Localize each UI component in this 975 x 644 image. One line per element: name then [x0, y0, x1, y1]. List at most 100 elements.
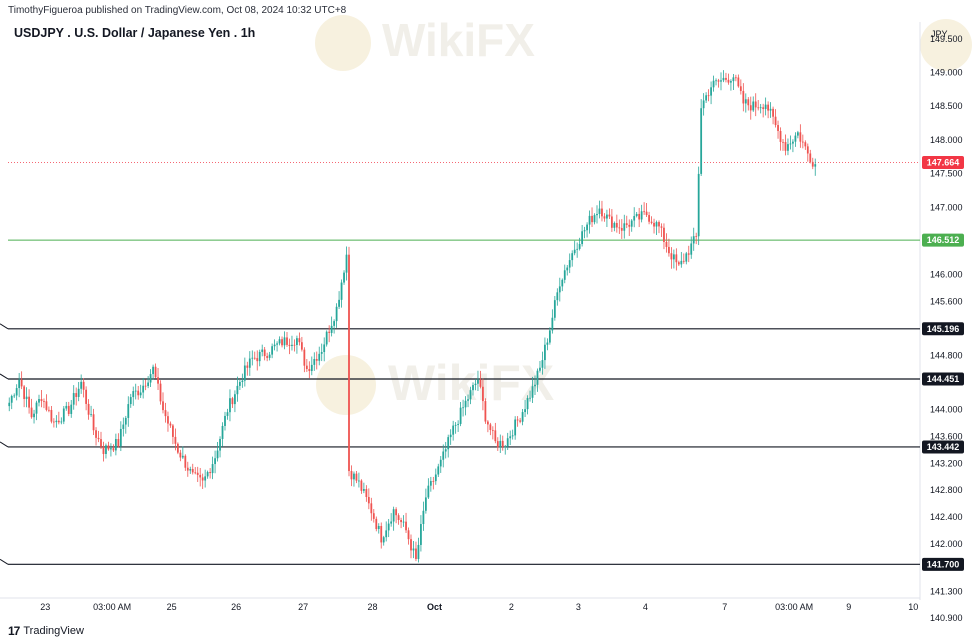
candle-body	[296, 338, 298, 346]
candle-body	[655, 222, 658, 227]
candle-body	[576, 248, 579, 250]
candle-body	[663, 227, 665, 242]
candle-body	[650, 221, 653, 223]
candle-body	[382, 537, 385, 543]
candle-body	[365, 489, 368, 498]
candle-body	[782, 141, 784, 143]
candle-body	[82, 381, 85, 390]
candle-body	[335, 306, 338, 322]
y-tick-label: 143.600	[930, 431, 963, 441]
candle-body	[675, 254, 678, 263]
candle-body	[578, 244, 581, 249]
candle-body	[524, 409, 526, 413]
candle-body	[226, 412, 229, 416]
candle-body	[630, 220, 633, 227]
y-tick-label: 147.000	[930, 202, 963, 212]
candle-body	[38, 399, 40, 403]
candle-body	[13, 395, 16, 397]
candle-body	[643, 211, 646, 213]
candle-body	[119, 428, 122, 447]
candle-body	[439, 459, 442, 467]
candle-body	[231, 398, 234, 405]
candle-body	[345, 254, 348, 273]
chart-title[interactable]: USDJPY . U.S. Dollar / Japanese Yen . 1h	[14, 26, 256, 40]
candle-body	[558, 286, 561, 293]
candle-body	[769, 108, 772, 111]
candle-body	[124, 417, 127, 425]
candle-body	[660, 226, 663, 228]
candle-body	[343, 272, 345, 283]
candle-body	[521, 412, 524, 422]
candle-body	[308, 369, 311, 372]
candle-body	[784, 142, 787, 151]
candle-body	[526, 398, 529, 410]
candle-body	[677, 262, 680, 265]
x-tick-label: 10	[908, 602, 918, 612]
candle-body	[152, 366, 154, 375]
candle-body	[390, 521, 393, 524]
candle-body	[248, 358, 251, 368]
candle-body	[796, 132, 799, 136]
candle-body	[236, 385, 239, 395]
candle-body	[732, 77, 735, 82]
candle-body	[534, 384, 536, 387]
candle-body	[310, 364, 313, 372]
candle-body	[544, 344, 546, 361]
candle-body	[360, 480, 363, 491]
candle-body	[752, 101, 755, 111]
candle-body	[682, 260, 685, 262]
y-tick-label: 142.000	[930, 539, 963, 549]
candle-body	[313, 358, 316, 365]
horizontal-lines-layer	[0, 162, 920, 565]
candle-body	[712, 80, 715, 88]
x-tick-label: 27	[298, 602, 308, 612]
candle-body	[139, 392, 142, 396]
x-tick-label: 25	[167, 602, 177, 612]
candle-body	[754, 101, 757, 108]
tradingview-logo[interactable]: 17 TradingView	[8, 624, 84, 638]
candle-body	[375, 518, 378, 530]
candle-body	[127, 404, 130, 418]
candle-body	[201, 477, 204, 481]
candle-body	[117, 439, 120, 447]
candle-body	[328, 331, 331, 333]
candle-body	[583, 230, 586, 232]
candle-body	[23, 386, 26, 399]
candle-body	[348, 254, 350, 472]
candle-body	[206, 472, 209, 477]
candle-body	[806, 146, 809, 154]
candle-body	[496, 441, 499, 448]
candle-body	[588, 215, 591, 225]
y-tick-label: 144.000	[930, 404, 963, 414]
candle-body	[102, 446, 105, 454]
candle-body	[620, 228, 623, 231]
tradingview-logo-icon: 17	[8, 624, 20, 638]
candle-body	[424, 497, 427, 511]
publish-info: TimothyFigueroa published on TradingView…	[8, 5, 347, 16]
candle-body	[387, 523, 390, 531]
candle-body	[415, 548, 417, 559]
candle-body	[179, 452, 182, 458]
x-tick-label: 2	[509, 602, 514, 612]
candle-body	[747, 99, 750, 106]
candle-body	[298, 338, 301, 343]
candle-body	[717, 80, 720, 82]
candle-body	[422, 510, 425, 525]
candle-body	[477, 379, 479, 384]
candle-body	[174, 436, 177, 444]
price-level-tag	[922, 233, 964, 247]
candle-body	[668, 246, 670, 254]
candle-body	[219, 438, 221, 451]
candle-body	[315, 358, 318, 361]
candle-body	[273, 344, 276, 347]
candle-body	[801, 141, 804, 143]
candle-body	[586, 224, 588, 231]
candle-body	[573, 249, 576, 254]
candle-body	[809, 153, 812, 162]
candle-body	[459, 407, 462, 424]
candle-body	[221, 425, 224, 439]
candle-body	[695, 236, 698, 237]
candle-body	[323, 344, 326, 353]
candle-body	[397, 515, 400, 520]
